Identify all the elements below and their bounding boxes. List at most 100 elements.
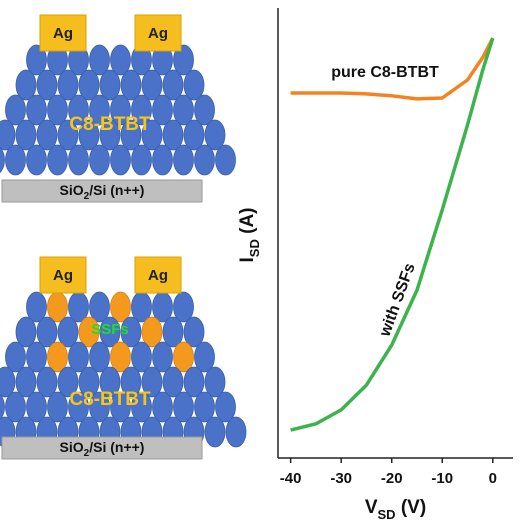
molecule	[99, 119, 121, 151]
schematic: Ag Ag C8-BTBT SiO2/Si (n++)	[0, 14, 236, 203]
molecule	[0, 146, 5, 174]
molecule	[215, 391, 236, 423]
molecule	[68, 391, 89, 423]
molecule	[131, 94, 152, 126]
molecule	[15, 366, 37, 398]
electrode-label: Ag	[53, 267, 73, 284]
molecule	[173, 144, 194, 176]
molecule	[194, 341, 215, 373]
layer-label: C8-BTBT	[69, 389, 151, 410]
ssf-molecule	[47, 341, 68, 373]
molecule	[36, 69, 58, 101]
additive-label: SSFs	[91, 321, 129, 338]
molecule	[110, 94, 131, 126]
molecule	[78, 69, 100, 101]
molecule	[26, 144, 47, 176]
molecule	[89, 291, 110, 323]
molecule	[15, 69, 37, 101]
substrate-label-part: /Si (n++)	[89, 182, 144, 198]
molecule	[0, 366, 16, 398]
ssf-molecule	[173, 341, 194, 373]
molecule	[47, 94, 68, 126]
molecule	[110, 391, 131, 423]
molecule	[68, 341, 89, 373]
molecule	[152, 391, 173, 423]
molecule	[26, 391, 47, 423]
y-axis-label: ISD (A)	[237, 208, 262, 263]
molecule	[141, 366, 163, 398]
x-tick-label: -20	[381, 470, 403, 487]
molecule	[194, 391, 215, 423]
molecule	[215, 144, 236, 176]
molecule	[162, 119, 184, 151]
molecule	[225, 416, 247, 448]
molecule	[120, 366, 142, 398]
x-axis-label: VSD (V)	[365, 497, 426, 522]
schematic: Ag Ag C8-BTBT SSFs SiO2/Si (n++)	[0, 256, 247, 460]
substrate-label-part: 2	[84, 448, 90, 459]
layer-label: C8-BTBT	[69, 114, 151, 135]
molecule	[89, 94, 110, 126]
molecule	[110, 44, 131, 76]
molecule	[26, 94, 47, 126]
molecule	[141, 119, 163, 151]
molecule	[173, 291, 194, 323]
molecule	[204, 366, 226, 398]
molecule	[0, 119, 16, 151]
molecule	[89, 144, 110, 176]
y-axis-label-part: I	[237, 257, 258, 262]
molecule	[5, 341, 26, 373]
molecule	[47, 391, 68, 423]
molecule	[152, 94, 173, 126]
ssf-molecule	[110, 291, 131, 323]
electrode-label: Ag	[53, 25, 73, 42]
substrate	[1, 179, 203, 203]
series-line	[290, 37, 495, 101]
substrate-label-part: SiO	[60, 182, 84, 198]
molecule	[110, 144, 131, 176]
molecule	[131, 341, 152, 373]
molecule	[89, 341, 110, 373]
molecule	[99, 316, 121, 348]
substrate-label-part: 2	[84, 191, 90, 202]
molecule	[152, 144, 173, 176]
molecule	[204, 119, 226, 151]
x-axis-label-part: SD	[378, 507, 396, 522]
molecule	[204, 416, 226, 448]
ssf-molecule	[110, 341, 131, 373]
x-tick-label: -30	[330, 470, 352, 487]
molecule	[131, 144, 152, 176]
molecule	[131, 391, 152, 423]
molecule	[78, 119, 100, 151]
substrate	[1, 436, 203, 460]
molecule	[26, 291, 47, 323]
electrode	[134, 256, 182, 294]
molecule	[5, 391, 26, 423]
molecule	[78, 366, 100, 398]
molecule	[36, 316, 58, 348]
molecule	[89, 44, 110, 76]
x-axis-label-part: (V)	[396, 497, 427, 518]
ssf-molecule	[78, 316, 100, 348]
molecule	[15, 316, 37, 348]
molecule	[173, 44, 194, 76]
electrode	[39, 256, 87, 294]
molecule	[26, 44, 47, 76]
molecule	[141, 69, 163, 101]
molecule	[68, 94, 89, 126]
molecule	[57, 119, 79, 151]
molecule	[57, 366, 79, 398]
molecule	[89, 391, 110, 423]
molecule	[99, 69, 121, 101]
molecule	[162, 69, 184, 101]
molecule	[120, 119, 142, 151]
molecule	[5, 94, 26, 126]
molecule	[194, 144, 215, 176]
molecule	[36, 366, 58, 398]
molecule	[194, 94, 215, 126]
x-axis-label-part: V	[365, 497, 378, 518]
series-line	[290, 37, 495, 432]
molecule	[183, 366, 205, 398]
molecule	[0, 393, 5, 421]
